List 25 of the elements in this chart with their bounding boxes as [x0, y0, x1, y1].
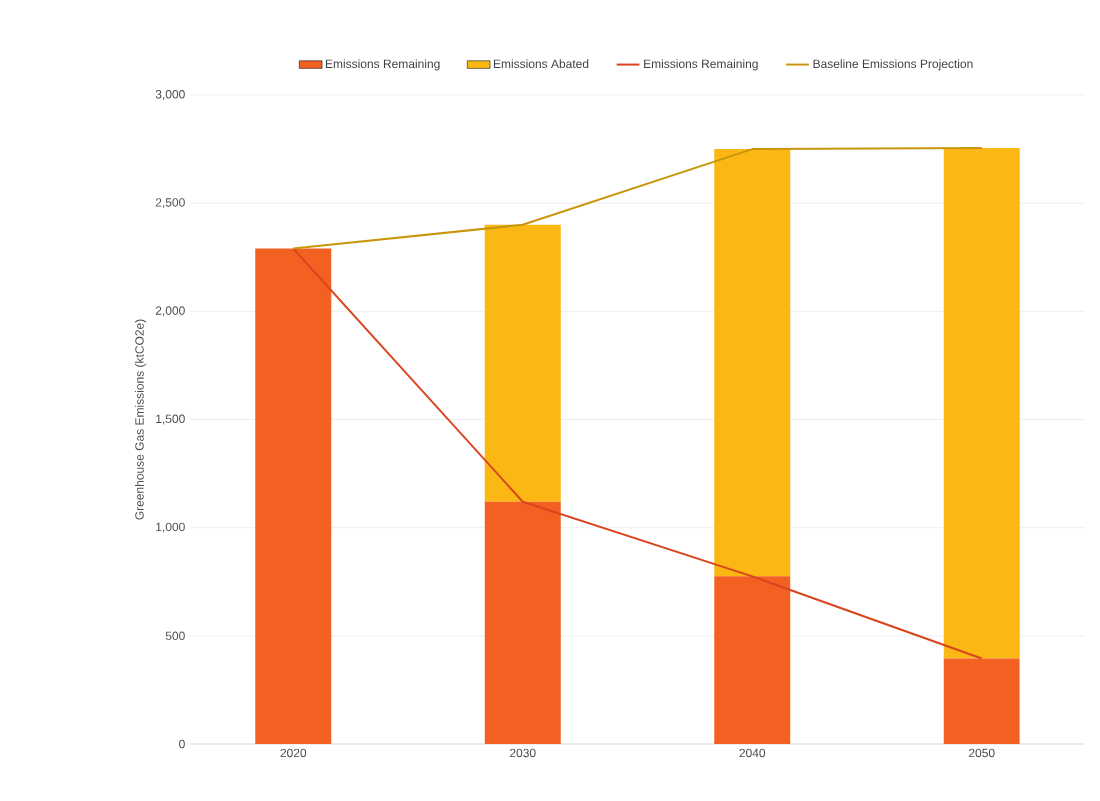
y-tick-label: 3,000: [155, 90, 185, 100]
bar: [484, 224, 561, 502]
x-tick-label: 2020: [280, 748, 307, 758]
y-axis-title: Greenhouse Gas Emissions (ktCO2e): [134, 319, 147, 520]
bar: [255, 248, 332, 744]
legend-label: Emissions Remaining: [325, 59, 440, 71]
legend-label: Emissions Remaining: [644, 59, 758, 71]
bar: [484, 501, 561, 744]
legend-label: Emissions Abated: [493, 59, 589, 69]
y-tick-label: 0: [179, 739, 185, 749]
bar: [714, 149, 791, 577]
y-tick-label: 2,500: [155, 198, 185, 209]
legend-label: Baseline Emissions Projection: [813, 59, 973, 71]
line-series: [292, 247, 983, 660]
x-tick-label: 2030: [510, 748, 536, 758]
y-tick-label: 2,000: [155, 306, 185, 317]
bar: [943, 148, 1020, 659]
line-series: [292, 147, 983, 250]
x-tick-label: 2050: [968, 748, 995, 758]
x-tick-label: 2040: [739, 748, 766, 758]
y-tick-label: 1,000: [156, 522, 185, 533]
bar: [943, 658, 1020, 744]
bar: [714, 576, 791, 744]
y-tick-label: 1,500: [156, 414, 185, 425]
y-tick-label: 500: [165, 631, 185, 641]
